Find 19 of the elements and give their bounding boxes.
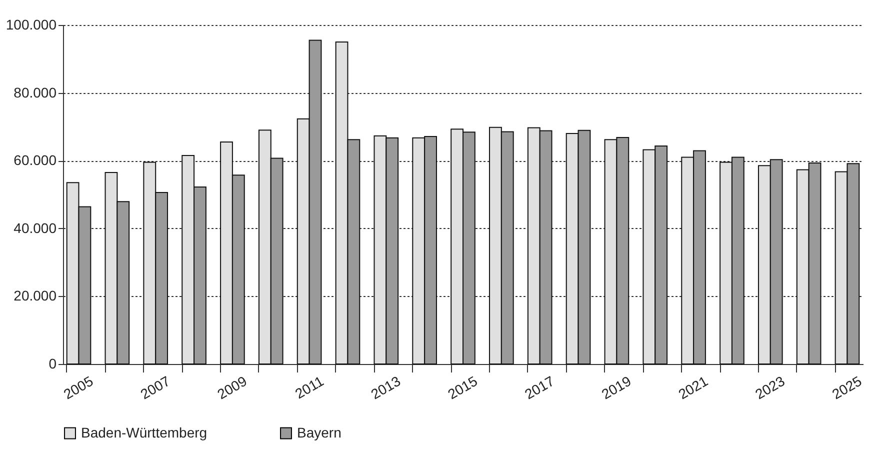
x-tick-label: 2023 [752,372,788,402]
y-tick-label: 100.000 [6,16,57,32]
y-tick-label: 0 [48,356,57,372]
x-tick-label: 2025 [829,372,864,402]
x-tick-label: 2015 [445,372,480,402]
x-tick-label: 2009 [214,372,250,402]
y-tick-label: 60.000 [14,152,57,168]
x-tick-label: 2007 [138,372,173,402]
legend-label: Bayern [297,424,342,440]
y-tick-label: 80.000 [14,84,57,100]
x-tick-label: 2011 [292,372,326,402]
x-tick-label: 2017 [522,372,558,402]
x-tick-label: 2013 [368,372,404,402]
x-tick-label: 2005 [60,372,96,402]
x-tick-label: 2019 [598,372,634,402]
x-tick-label: 2021 [676,372,711,402]
legend-label: Baden-Württemberg [81,424,208,440]
y-tick-label: 20.000 [14,288,57,304]
y-tick-label: 40.000 [14,220,57,236]
